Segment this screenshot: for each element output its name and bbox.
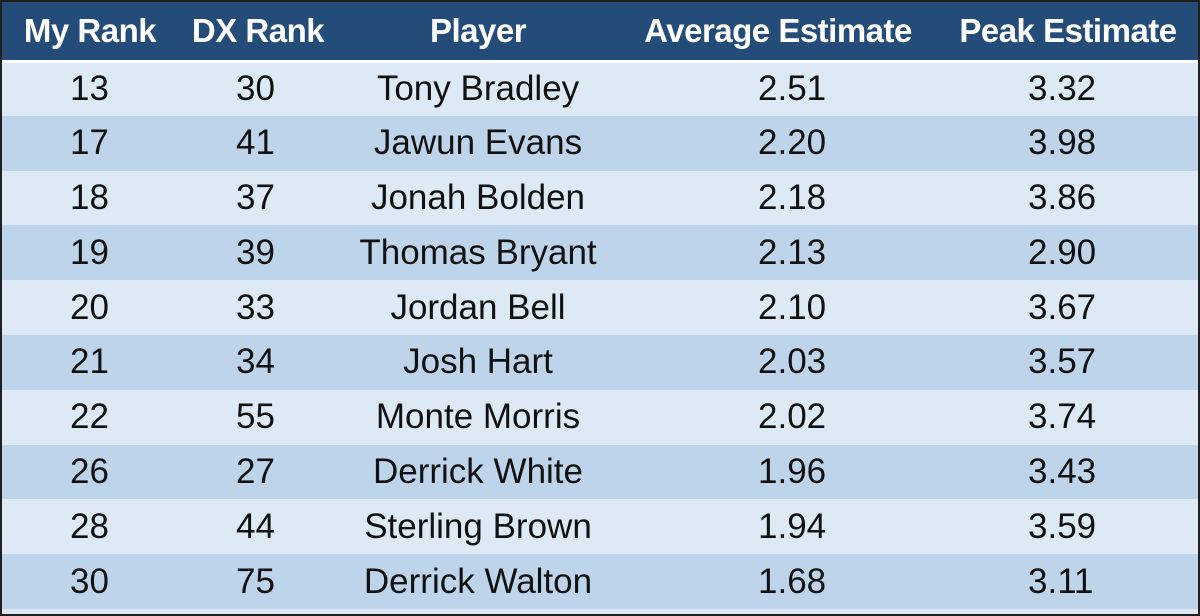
table-row: 19 39 Thomas Bryant 2.13 2.90 — [2, 225, 1198, 281]
my-rank-cell: 28 — [70, 506, 109, 546]
dx-rank-cell: 37 — [236, 177, 275, 217]
header-my-rank: My Rank — [23, 11, 157, 49]
player-cell: Derrick Walton — [363, 561, 593, 601]
header-average-estimate: Average Estimate — [644, 11, 912, 49]
dx-rank-cell: 41 — [236, 123, 275, 163]
player-cell: Monte Morris — [375, 397, 581, 437]
my-rank-cell: 18 — [70, 177, 109, 217]
table-row: 28 44 Sterling Brown 1.94 3.59 — [2, 499, 1198, 555]
header-dx-rank: DX Rank — [191, 11, 325, 49]
dx-rank-cell: 34 — [236, 342, 275, 382]
my-rank-cell: 20 — [70, 287, 109, 327]
player-cell: Tony Bradley — [376, 69, 580, 109]
table-body: 13 30 Tony Bradley 2.51 3.32 17 41 Jawun… — [2, 61, 1198, 609]
player-cell: Jordan Bell — [390, 287, 566, 327]
peak-estimate-cell: 3.67 — [1028, 287, 1097, 327]
average-estimate-cell: 1.68 — [758, 561, 827, 601]
table-row: 22 55 Monte Morris 2.02 3.74 — [2, 389, 1198, 445]
average-estimate-cell: 2.18 — [758, 177, 827, 217]
peak-estimate-cell: 3.74 — [1028, 397, 1097, 437]
table-row: 13 30 Tony Bradley 2.51 3.32 — [2, 61, 1198, 116]
peak-estimate-cell: 3.86 — [1028, 177, 1097, 217]
table-row: 18 37 Jonah Bolden 2.18 3.86 — [2, 170, 1198, 226]
table-row: 26 27 Derrick White 1.96 3.43 — [2, 444, 1198, 500]
table-row: 21 34 Josh Hart 2.03 3.57 — [2, 334, 1198, 390]
dx-rank-cell: 30 — [236, 69, 275, 109]
dx-rank-cell: 44 — [236, 506, 275, 546]
my-rank-cell: 17 — [70, 123, 109, 163]
peak-estimate-cell: 3.11 — [1028, 561, 1094, 601]
table-row: 17 41 Jawun Evans 2.20 3.98 — [2, 115, 1198, 171]
my-rank-cell: 26 — [70, 451, 109, 491]
player-cell: Jonah Bolden — [370, 177, 586, 217]
my-rank-cell: 21 — [70, 342, 109, 382]
my-rank-cell: 22 — [70, 397, 109, 437]
average-estimate-cell: 2.51 — [758, 69, 827, 109]
average-estimate-cell: 2.20 — [758, 123, 827, 163]
peak-estimate-cell: 3.98 — [1028, 123, 1097, 163]
player-cell: Josh Hart — [403, 342, 553, 382]
header-player: Player — [429, 11, 527, 49]
dx-rank-cell: 39 — [236, 232, 275, 272]
header-peak-estimate: Peak Estimate — [959, 11, 1177, 49]
player-cell: Sterling Brown — [364, 506, 592, 546]
header-row: My Rank DX Rank Player Average Estimate … — [2, 2, 1198, 61]
table-row: 30 75 Derrick Walton 1.68 3.11 — [2, 554, 1198, 609]
average-estimate-cell: 2.02 — [758, 397, 827, 437]
dx-rank-cell: 75 — [236, 561, 275, 601]
dx-rank-cell: 55 — [236, 397, 275, 437]
peak-estimate-cell: 3.59 — [1028, 506, 1097, 546]
peak-estimate-cell: 2.90 — [1028, 232, 1097, 272]
dx-rank-cell: 27 — [236, 451, 275, 491]
peak-estimate-cell: 3.43 — [1028, 451, 1097, 491]
player-cell: Jawun Evans — [373, 123, 583, 163]
peak-estimate-cell: 3.57 — [1028, 342, 1097, 382]
my-rank-cell: 13 — [70, 69, 109, 109]
average-estimate-cell: 2.03 — [758, 342, 827, 382]
player-cell: Derrick White — [372, 451, 584, 491]
player-cell: Thomas Bryant — [359, 232, 597, 272]
my-rank-cell: 19 — [70, 232, 109, 272]
average-estimate-cell: 2.10 — [758, 287, 827, 327]
table-header: My Rank DX Rank Player Average Estimate … — [2, 2, 1198, 61]
average-estimate-cell: 1.94 — [758, 506, 827, 546]
average-estimate-cell: 2.13 — [758, 232, 827, 272]
dx-rank-cell: 33 — [236, 287, 275, 327]
my-rank-cell: 30 — [70, 561, 109, 601]
average-estimate-cell: 1.96 — [758, 451, 827, 491]
peak-estimate-cell: 3.32 — [1028, 69, 1097, 109]
table-row: 20 33 Jordan Bell 2.10 3.67 — [2, 280, 1198, 335]
